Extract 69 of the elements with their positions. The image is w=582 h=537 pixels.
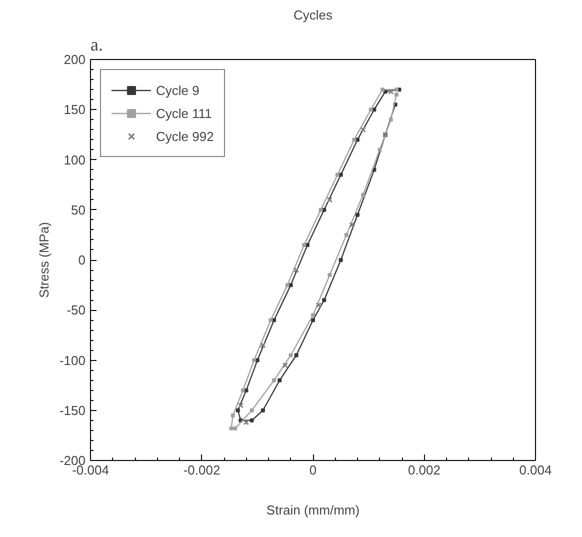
point bbox=[318, 208, 323, 212]
point bbox=[338, 258, 343, 262]
point bbox=[311, 318, 315, 322]
x-tick-label: 0.002 bbox=[408, 462, 441, 478]
x-tick-label: 0.004 bbox=[519, 462, 552, 478]
point bbox=[380, 88, 385, 92]
y-tick-label: -100 bbox=[59, 352, 86, 368]
point bbox=[328, 273, 332, 278]
point bbox=[278, 378, 282, 382]
x-tick-label: -0.002 bbox=[183, 462, 220, 478]
point bbox=[311, 313, 315, 318]
chart-title: Cycles bbox=[293, 8, 334, 22]
point bbox=[305, 242, 310, 247]
point bbox=[361, 192, 366, 197]
y-tick-label: 50 bbox=[71, 202, 86, 218]
point bbox=[335, 172, 340, 177]
y-tick-label: 150 bbox=[64, 102, 86, 118]
point bbox=[293, 267, 300, 273]
point bbox=[229, 426, 234, 430]
point bbox=[394, 92, 398, 97]
point bbox=[240, 388, 245, 392]
point bbox=[244, 388, 248, 392]
point bbox=[243, 420, 250, 426]
point bbox=[349, 222, 355, 228]
y-axis-title: Stress (MPa) bbox=[36, 222, 52, 298]
point bbox=[260, 342, 266, 348]
point bbox=[285, 283, 290, 288]
point bbox=[388, 88, 394, 94]
point bbox=[302, 242, 306, 247]
point bbox=[394, 88, 398, 92]
point bbox=[272, 378, 276, 382]
point bbox=[322, 298, 326, 302]
text: a. bbox=[90, 34, 103, 54]
point bbox=[360, 126, 366, 133]
point bbox=[356, 138, 360, 142]
point bbox=[316, 302, 322, 308]
point bbox=[238, 402, 244, 408]
point bbox=[288, 353, 293, 358]
point bbox=[288, 283, 293, 288]
y-tick-label: 100 bbox=[64, 152, 86, 168]
point bbox=[252, 358, 256, 362]
point bbox=[250, 418, 254, 422]
y-tick-label: -50 bbox=[66, 302, 86, 318]
point bbox=[236, 408, 240, 412]
point bbox=[326, 196, 333, 203]
legend-label: Cycle 111 bbox=[156, 106, 212, 120]
y-tick-label: -150 bbox=[59, 402, 86, 418]
point bbox=[255, 358, 260, 362]
point bbox=[233, 426, 238, 430]
point bbox=[268, 318, 273, 322]
point bbox=[294, 353, 298, 358]
point bbox=[352, 138, 356, 142]
legend-label: Cycle 992 bbox=[156, 128, 214, 144]
point bbox=[388, 118, 393, 122]
point bbox=[378, 148, 382, 152]
y-tick-label: 0 bbox=[78, 252, 86, 268]
y-tick-label: 200 bbox=[64, 52, 86, 67]
point bbox=[272, 318, 276, 322]
x-tick-label: 0 bbox=[309, 462, 317, 478]
point bbox=[338, 172, 343, 177]
point bbox=[230, 413, 235, 418]
x-axis-title: Strain (mm/mm) bbox=[266, 502, 360, 518]
point bbox=[368, 108, 373, 112]
point bbox=[250, 408, 254, 412]
point bbox=[344, 232, 348, 237]
legend-label: Cycle 9 bbox=[156, 82, 200, 98]
point bbox=[260, 408, 265, 412]
point bbox=[282, 362, 288, 368]
point bbox=[356, 212, 360, 217]
